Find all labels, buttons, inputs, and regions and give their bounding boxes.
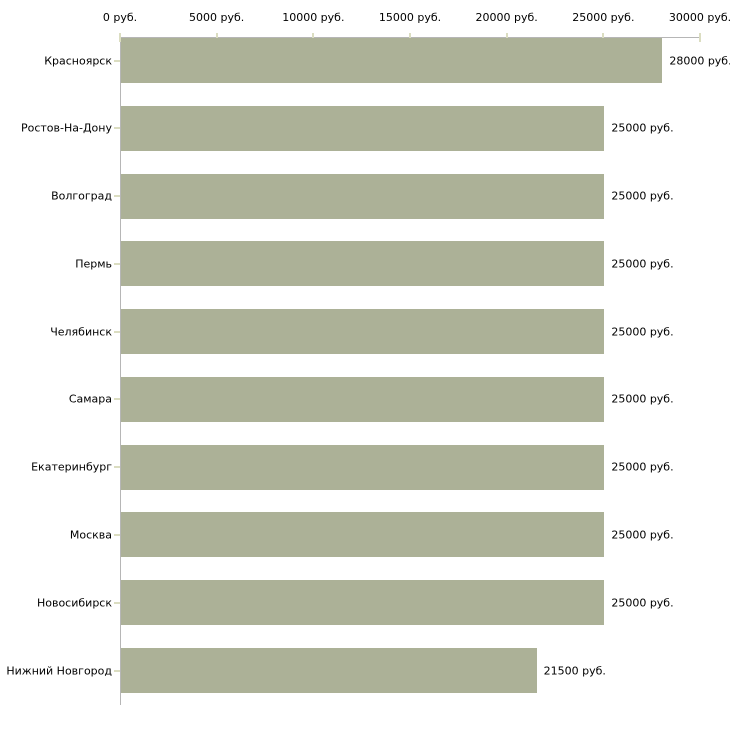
category-tick-mark <box>114 669 120 672</box>
x-axis-tick-mark <box>119 33 121 42</box>
x-axis-label: 15000 руб. <box>378 11 442 24</box>
bar <box>121 512 605 558</box>
value-label: 25000 руб. <box>611 189 674 203</box>
bar-row: Нижний Новгород 21500 руб. <box>0 648 730 694</box>
category-label: Новосибирск <box>36 596 112 610</box>
value-label: 25000 руб. <box>611 596 674 610</box>
category-tick-mark <box>114 262 120 265</box>
x-axis-label: 10000 руб. <box>282 11 345 24</box>
bar <box>121 38 663 83</box>
x-axis-label: 0 руб. <box>102 11 138 24</box>
bar-row: Красноярск 28000 руб. <box>0 38 730 83</box>
x-axis-label: 30000 руб. <box>668 11 730 24</box>
bar <box>121 444 605 490</box>
value-label: 21500 руб. <box>543 664 606 678</box>
value-label: 25000 руб. <box>611 257 674 271</box>
category-label: Нижний Новгород <box>6 664 112 678</box>
category-tick-mark <box>114 127 120 130</box>
x-axis-tick-mark <box>215 33 218 42</box>
value-label: 25000 руб. <box>611 528 674 542</box>
x-axis-tick-mark <box>699 33 701 42</box>
bar-row: Новосибирск 25000 руб. <box>0 580 730 626</box>
category-label: Москва <box>69 528 112 542</box>
x-axis-tick-mark <box>312 33 315 42</box>
bar-row: Челябинск 25000 руб. <box>0 309 730 355</box>
bar <box>121 173 605 219</box>
value-label: 25000 руб. <box>611 392 674 406</box>
value-label: 28000 руб. <box>669 54 730 67</box>
bar <box>121 309 605 355</box>
value-label: 25000 руб. <box>611 325 674 339</box>
category-tick-mark <box>114 59 120 62</box>
category-label: Волгоград <box>51 189 112 203</box>
category-tick-mark <box>114 466 120 469</box>
category-label: Челябинск <box>50 325 112 339</box>
category-tick-mark <box>114 330 120 333</box>
value-label: 25000 руб. <box>611 121 674 135</box>
bar <box>121 105 605 151</box>
category-label: Ростов-На-Дону <box>20 121 112 135</box>
bar <box>121 648 537 694</box>
category-label: Красноярск <box>44 54 112 67</box>
value-label: 25000 руб. <box>611 460 674 474</box>
bar <box>121 241 605 287</box>
bar-row: Ростов-На-Дону 25000 руб. <box>0 105 730 151</box>
bar-row: Москва 25000 руб. <box>0 512 730 558</box>
category-label: Пермь <box>75 257 112 271</box>
x-axis-tick-mark <box>505 33 508 42</box>
category-tick-mark <box>114 601 120 604</box>
x-axis-tick-mark <box>409 33 411 42</box>
category-tick-mark <box>114 533 120 536</box>
bar-row: Самара 25000 руб. <box>0 376 730 422</box>
bar-row: Екатеринбург 25000 руб. <box>0 444 730 490</box>
x-axis-label: 20000 руб. <box>475 11 538 24</box>
category-label: Самара <box>68 392 112 406</box>
bar-row: Пермь 25000 руб. <box>0 241 730 287</box>
bar <box>121 580 605 626</box>
x-axis-tick-mark <box>602 33 605 42</box>
x-axis-label: 25000 руб. <box>572 11 635 24</box>
y-axis-line <box>120 37 121 705</box>
category-tick-mark <box>114 195 120 198</box>
bar <box>121 376 605 422</box>
bar-row: Волгоград 25000 руб. <box>0 173 730 219</box>
category-tick-mark <box>114 398 120 401</box>
x-axis-label: 5000 руб. <box>189 11 245 24</box>
category-label: Екатеринбург <box>31 460 112 474</box>
